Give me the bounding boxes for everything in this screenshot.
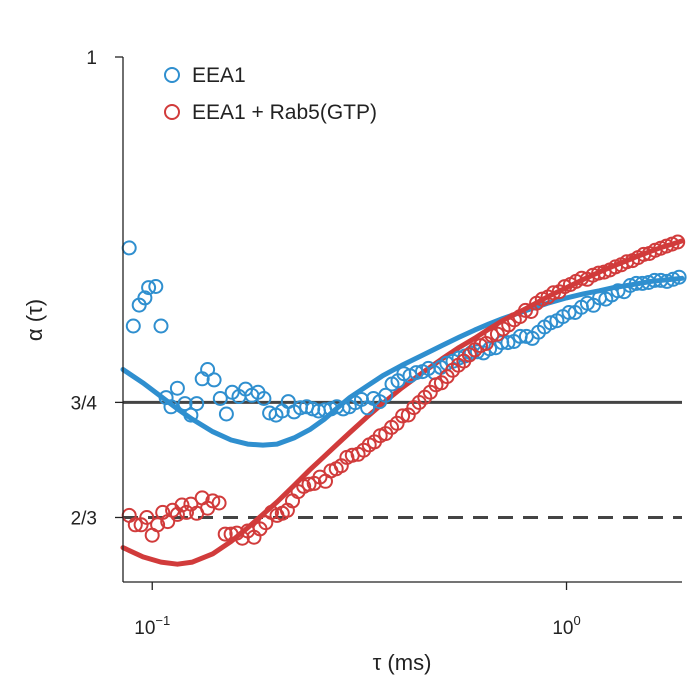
- data-point-series-0: [153, 318, 169, 334]
- y-tick-label: 2/3: [71, 508, 97, 529]
- data-point-series-1: [670, 234, 686, 250]
- data-point-series-1: [127, 517, 143, 533]
- data-point-series-1: [546, 285, 561, 301]
- data-point-series-0: [543, 315, 559, 331]
- data-point-series-0: [169, 380, 185, 396]
- data-point-series-0: [500, 335, 516, 351]
- data-point-series-0: [141, 280, 157, 296]
- data-point-series-1: [174, 497, 190, 513]
- y-tick-label: 1: [86, 48, 97, 69]
- data-point-series-0: [671, 269, 687, 285]
- data-point-series-0: [137, 290, 153, 306]
- data-point-series-1: [121, 507, 137, 523]
- legend-marker-eea1-rab5: [164, 104, 180, 120]
- data-point-series-0: [378, 387, 394, 403]
- fit-line-series-0: [120, 275, 685, 448]
- y-tick-label: 3/4: [71, 393, 98, 414]
- data-point-series-1: [217, 526, 233, 542]
- legend-label-eea1: EEA1: [192, 64, 246, 87]
- data-point-series-0: [579, 295, 595, 311]
- data-point-series-1: [205, 493, 221, 509]
- y-axis-label: α (τ): [22, 299, 47, 341]
- data-point-series-0: [125, 318, 141, 334]
- fit-line-series-1: [120, 238, 685, 567]
- data-point-series-0: [212, 391, 228, 406]
- data-point-series-1: [395, 408, 411, 424]
- data-point-series-1: [169, 506, 185, 522]
- legend-label-eea1-rab5: EEA1 + Rab5(GTP): [192, 101, 377, 124]
- data-point-series-0: [561, 305, 577, 320]
- data-point-series-1: [301, 476, 317, 492]
- data-point-series-0: [218, 406, 234, 422]
- legend-marker-eea1: [164, 67, 180, 83]
- data-point-series-0: [206, 372, 222, 388]
- data-point-series-0: [335, 401, 351, 417]
- x-tick-label: 10−1: [134, 613, 170, 639]
- data-point-series-1: [139, 510, 155, 525]
- legend: EEA1 EEA1 + Rab5(GTP): [164, 64, 377, 124]
- data-point-series-1: [518, 302, 533, 318]
- data-point-series-0: [256, 391, 272, 406]
- data-point-series-0: [200, 362, 216, 377]
- ticks: 1 3/4 2/3 10−1 100: [71, 48, 581, 639]
- data-point-series-0: [177, 396, 193, 412]
- data-point-series-0: [183, 407, 199, 423]
- data-point-series-0: [610, 283, 626, 299]
- data-point-series-1: [211, 495, 227, 511]
- data-points: [121, 234, 687, 546]
- axes: [122, 57, 682, 583]
- data-point-series-0: [148, 279, 164, 294]
- data-point-series-1: [150, 517, 166, 533]
- data-point-series-1: [179, 504, 194, 520]
- data-point-series-0: [189, 396, 205, 412]
- data-point-series-0: [163, 399, 179, 415]
- data-point-series-0: [121, 240, 137, 256]
- data-point-series-1: [484, 327, 500, 343]
- x-tick-label: 100: [552, 613, 580, 639]
- x-axis-label: τ (ms): [373, 650, 432, 675]
- fit-lines: [120, 238, 685, 567]
